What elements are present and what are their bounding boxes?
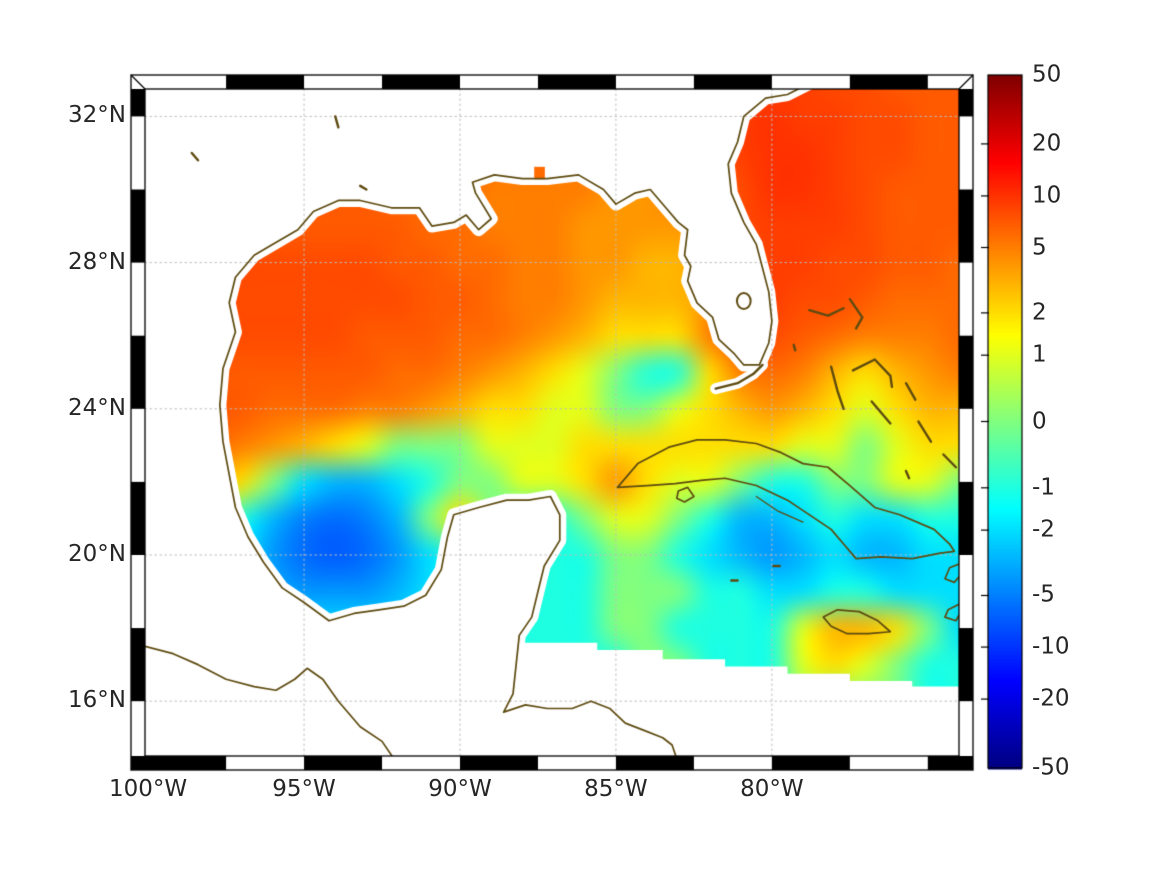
map-canvas [0,0,1167,875]
figure: 100°W 95°W 90°W 85°W 80°W 32°N 28°N 24°N 20°N 16°… [0,0,1167,875]
